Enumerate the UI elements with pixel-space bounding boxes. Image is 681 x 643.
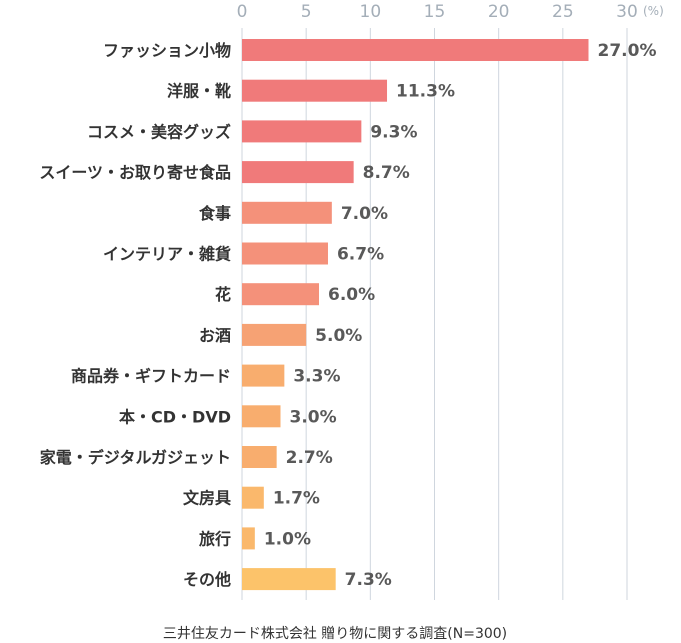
bar-9 (242, 364, 285, 387)
grid-lines (241, 28, 628, 600)
x-tick-label-15: 15 (424, 2, 446, 22)
category-label-14: その他 (183, 570, 231, 589)
category-label-2: 洋服・靴 (167, 82, 231, 101)
x-tick-label-30: 30 (616, 2, 638, 22)
value-label-14: 7.3% (345, 570, 392, 590)
category-label-9: 商品券・ギフトカード (71, 367, 231, 386)
value-label-7: 6.0% (328, 285, 375, 305)
bar-4 (242, 161, 354, 184)
category-label-8: お酒 (199, 326, 231, 345)
category-label-10: 本・CD・DVD (119, 407, 231, 426)
bar-6 (242, 242, 328, 265)
bar-8 (242, 323, 307, 346)
value-label-12: 1.7% (273, 489, 320, 509)
value-label-8: 5.0% (315, 326, 362, 346)
value-label-1: 27.0% (598, 41, 657, 61)
category-label-13: 旅行 (199, 529, 231, 548)
bar-3 (242, 120, 362, 143)
bar-1 (242, 39, 589, 61)
bar-13 (242, 527, 255, 550)
value-label-5: 7.0% (341, 204, 388, 224)
category-label-1: ファッション小物 (103, 41, 231, 60)
x-tick-label-10: 10 (360, 2, 382, 22)
x-axis-unit: (%) (643, 4, 664, 18)
x-axis-ticks: 0 5 10 15 20 25 30 (237, 2, 638, 22)
value-label-11: 2.7% (286, 448, 333, 468)
category-label-3: コスメ・美容グッズ (87, 122, 231, 141)
source-note: 三井住友カード株式会社 贈り物に関する調査(N=300) (163, 626, 507, 642)
x-tick-label-20: 20 (488, 2, 510, 22)
value-label-2: 11.3% (396, 82, 455, 102)
value-label-3: 9.3% (370, 122, 417, 142)
bar-14 (242, 568, 336, 591)
value-label-4: 8.7% (363, 163, 410, 183)
value-label-9: 3.3% (293, 367, 340, 387)
bars (242, 39, 589, 591)
value-label-6: 6.7% (337, 245, 384, 265)
category-label-6: インテリア・雑貨 (103, 245, 231, 264)
x-tick-label-25: 25 (552, 2, 574, 22)
category-label-12: 文房具 (183, 489, 231, 508)
bar-5 (242, 201, 332, 224)
category-labels: ファッション小物洋服・靴コスメ・美容グッズスイーツ・お取り寄せ食品食事インテリア… (39, 41, 231, 589)
category-label-4: スイーツ・お取り寄せ食品 (39, 163, 231, 182)
bar-2 (242, 79, 388, 102)
bar-7 (242, 283, 319, 306)
bar-10 (242, 405, 281, 428)
x-tick-label-0: 0 (237, 2, 248, 22)
bar-12 (242, 486, 264, 509)
value-label-10: 3.0% (290, 407, 337, 427)
category-label-5: 食事 (198, 204, 231, 223)
bar-11 (242, 446, 277, 468)
value-labels: 27.0% 11.3% 9.3% 8.7% 7.0% 6.7% 6.0% 5.0% 3.3% 3.… (264, 41, 657, 590)
category-label-7: 花 (215, 285, 231, 304)
x-tick-label-5: 5 (301, 2, 312, 22)
category-label-11: 家電・デジタルガジェット (40, 448, 231, 467)
value-label-13: 1.0% (264, 529, 311, 549)
